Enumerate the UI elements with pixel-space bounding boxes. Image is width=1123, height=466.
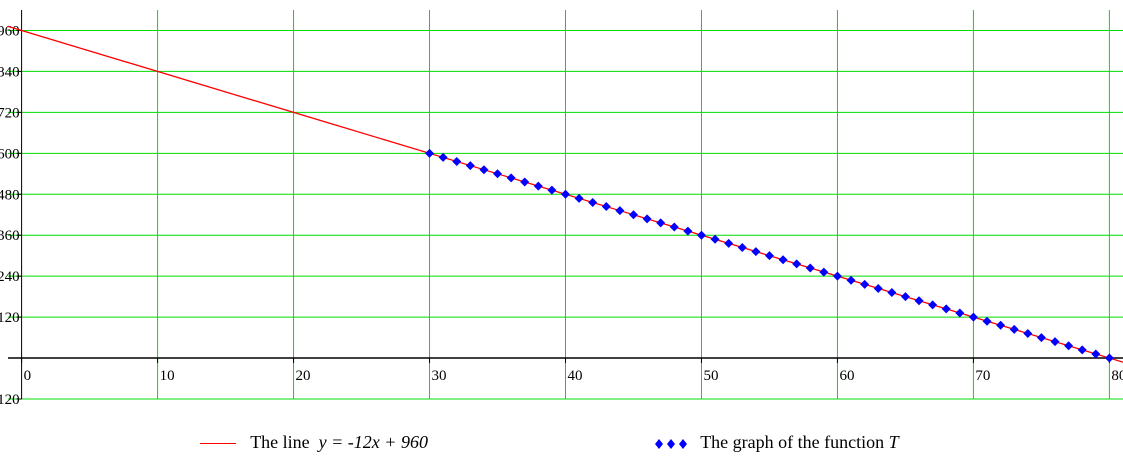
series-markers [425, 148, 1114, 363]
x-tick-label: 80 [1111, 368, 1123, 384]
data-point [1050, 337, 1060, 347]
y-tick-label: 960 [0, 23, 20, 39]
data-point [778, 255, 788, 265]
data-point [520, 177, 530, 187]
data-point [764, 251, 774, 261]
data-point [1064, 341, 1074, 351]
data-point [506, 173, 516, 183]
y-tick-label: 360 [0, 228, 20, 244]
data-point [683, 226, 693, 236]
x-tick-label: 0 [24, 368, 32, 384]
y-tick-label: -120 [0, 392, 20, 408]
data-point [1023, 328, 1033, 338]
tick-labels: -120 120 240 360 480 600 720 840 960 0 10 20 30 40 50 6… [0, 23, 1123, 408]
data-point [832, 271, 842, 281]
legend-markers-entry: The graph of the function T [654, 432, 899, 453]
data-point [588, 197, 598, 207]
data-point [656, 218, 666, 228]
grid [8, 10, 1123, 400]
data-point [601, 202, 611, 212]
data-point [955, 308, 965, 318]
data-point [696, 230, 706, 240]
legend-line-prefix: The line [250, 432, 310, 452]
x-tick-label: 60 [839, 368, 854, 384]
data-point [751, 247, 761, 257]
data-point [561, 189, 570, 199]
legend-markers-prefix: The graph of the function [700, 432, 885, 452]
x-tick-label: 50 [703, 368, 718, 384]
data-point [615, 206, 625, 216]
legend-line-equation: y = -12x + 960 [318, 432, 428, 452]
data-point [873, 283, 883, 293]
data-point [805, 263, 815, 273]
data-point [425, 148, 435, 158]
legend-diamond-swatch [655, 438, 687, 449]
legend-line-entry: The line y = -12x + 960 [200, 432, 428, 453]
data-point [479, 165, 489, 175]
legend-markers-symbol: T [888, 432, 899, 452]
data-point [574, 193, 584, 203]
data-point [860, 279, 870, 289]
y-tick-label: 720 [0, 105, 20, 121]
data-point [982, 316, 992, 326]
y-tick-label: 120 [0, 310, 20, 326]
data-point [669, 222, 679, 232]
data-point [737, 242, 747, 252]
x-tick-label: 10 [160, 368, 175, 384]
x-tick-label: 40 [568, 368, 583, 384]
data-point [900, 292, 910, 302]
data-point [533, 181, 543, 191]
legend-line-swatch [200, 443, 236, 445]
data-point [1077, 345, 1087, 355]
x-tick-label: 70 [975, 368, 990, 384]
data-point [928, 300, 938, 310]
data-point [642, 214, 652, 224]
data-point [1091, 349, 1101, 359]
data-point [819, 267, 829, 277]
data-point [887, 288, 897, 298]
data-point [493, 169, 503, 179]
y-tick-label: 480 [0, 187, 20, 203]
axes [8, 10, 1123, 400]
data-point [846, 275, 856, 285]
y-tick-label: 240 [0, 269, 20, 285]
x-tick-label: 20 [296, 368, 311, 384]
y-tick-label: 840 [0, 64, 20, 80]
data-point [1104, 353, 1114, 363]
y-tick-label: 600 [0, 146, 20, 162]
data-point [452, 157, 462, 167]
data-point [628, 210, 638, 220]
data-point [996, 320, 1006, 330]
data-point [914, 296, 924, 306]
data-point [1009, 324, 1019, 334]
data-point [465, 161, 475, 171]
data-point [792, 259, 802, 269]
data-point [724, 238, 734, 248]
x-tick-label: 30 [432, 368, 447, 384]
data-point [438, 152, 448, 162]
data-point [968, 312, 978, 322]
data-point [1036, 333, 1046, 343]
data-point [941, 304, 951, 314]
data-point [547, 185, 557, 195]
data-point [710, 234, 720, 244]
